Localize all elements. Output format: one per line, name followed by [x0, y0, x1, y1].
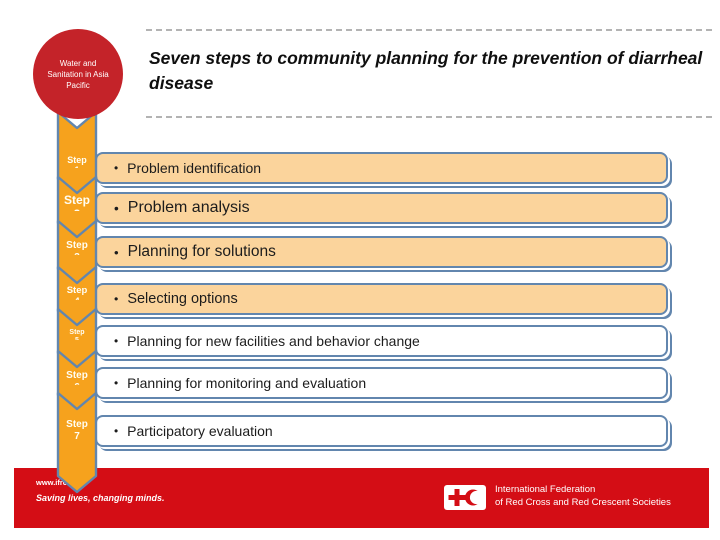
step-label-6: Step6 [58, 370, 96, 385]
step-label-word: Step [69, 329, 85, 336]
step-label-word: Step [63, 193, 90, 207]
bullet-icon: • [114, 244, 119, 260]
step-box-6: • Planning for monitoring and evaluation [95, 367, 668, 399]
step-text: Selecting options [127, 291, 238, 307]
bullet-icon: • [114, 334, 119, 348]
step-label-1: Step1 [58, 155, 96, 168]
step-text: Planning for solutions [127, 243, 276, 260]
step-label-number: 1 [58, 165, 96, 168]
step-label-word: Step [66, 370, 88, 381]
step-label-number: 2 [58, 208, 96, 211]
step-chevron-7 [56, 391, 98, 494]
ifrc-logo-text: International Federation of Red Cross an… [495, 484, 671, 509]
slide-title: Seven steps to community planning for th… [149, 48, 703, 93]
step-text: Problem identification [127, 160, 262, 176]
bullet-icon: • [114, 292, 119, 306]
red-cross-crescent-icon [444, 485, 486, 510]
step-label-word: Step [66, 240, 88, 251]
step-label-number: 6 [58, 382, 96, 385]
step-label-word: Step [67, 155, 87, 165]
ifrc-logo-line1: International Federation [495, 484, 596, 495]
step-label-5: Step5 [58, 329, 96, 340]
divider-top [146, 29, 712, 31]
step-box-5: • Planning for new facilities and behavio… [95, 325, 668, 357]
step-box-2: • Problem analysis [95, 192, 668, 224]
bullet-icon: • [114, 200, 119, 216]
step-label-number: 5 [58, 337, 96, 340]
footer-bar: www.ifrc.org Saving lives, changing mind… [14, 468, 709, 528]
step-label-3: Step3 [58, 240, 96, 255]
step-box-4: • Selecting options [95, 283, 668, 315]
step-box-7: • Participatory evaluation [95, 415, 668, 447]
ifrc-logo-line2: of Red Cross and Red Crescent Societies [495, 496, 671, 508]
step-label-2: Step2 [58, 193, 96, 211]
step-text: Planning for monitoring and evaluation [127, 375, 367, 391]
footer-url: www.ifrc.org [36, 478, 82, 487]
project-badge: Water and Sanitation in Asia Pacific [33, 29, 123, 119]
step-label-number: 4 [58, 297, 96, 300]
step-box-1: • Problem identification [95, 152, 668, 184]
bullet-icon: • [114, 376, 119, 390]
footer-slogan: Saving lives, changing minds. [36, 493, 165, 503]
step-box-3: • Planning for solutions [95, 236, 668, 268]
step-label-number: 7 [74, 430, 80, 442]
step-text: Problem analysis [127, 199, 250, 216]
step-label-word: Step [66, 285, 88, 296]
step-label-7: Step 7 [58, 419, 96, 442]
step-label-word: Step [66, 419, 88, 430]
step-label-4: Step4 [58, 285, 96, 300]
step-label-number: 3 [58, 252, 96, 255]
step-text: Participatory evaluation [127, 423, 273, 439]
bullet-icon: • [114, 424, 119, 438]
bullet-icon: • [114, 161, 119, 175]
divider-bottom [146, 116, 712, 118]
step-text: Planning for new facilities and behavior… [127, 333, 420, 349]
